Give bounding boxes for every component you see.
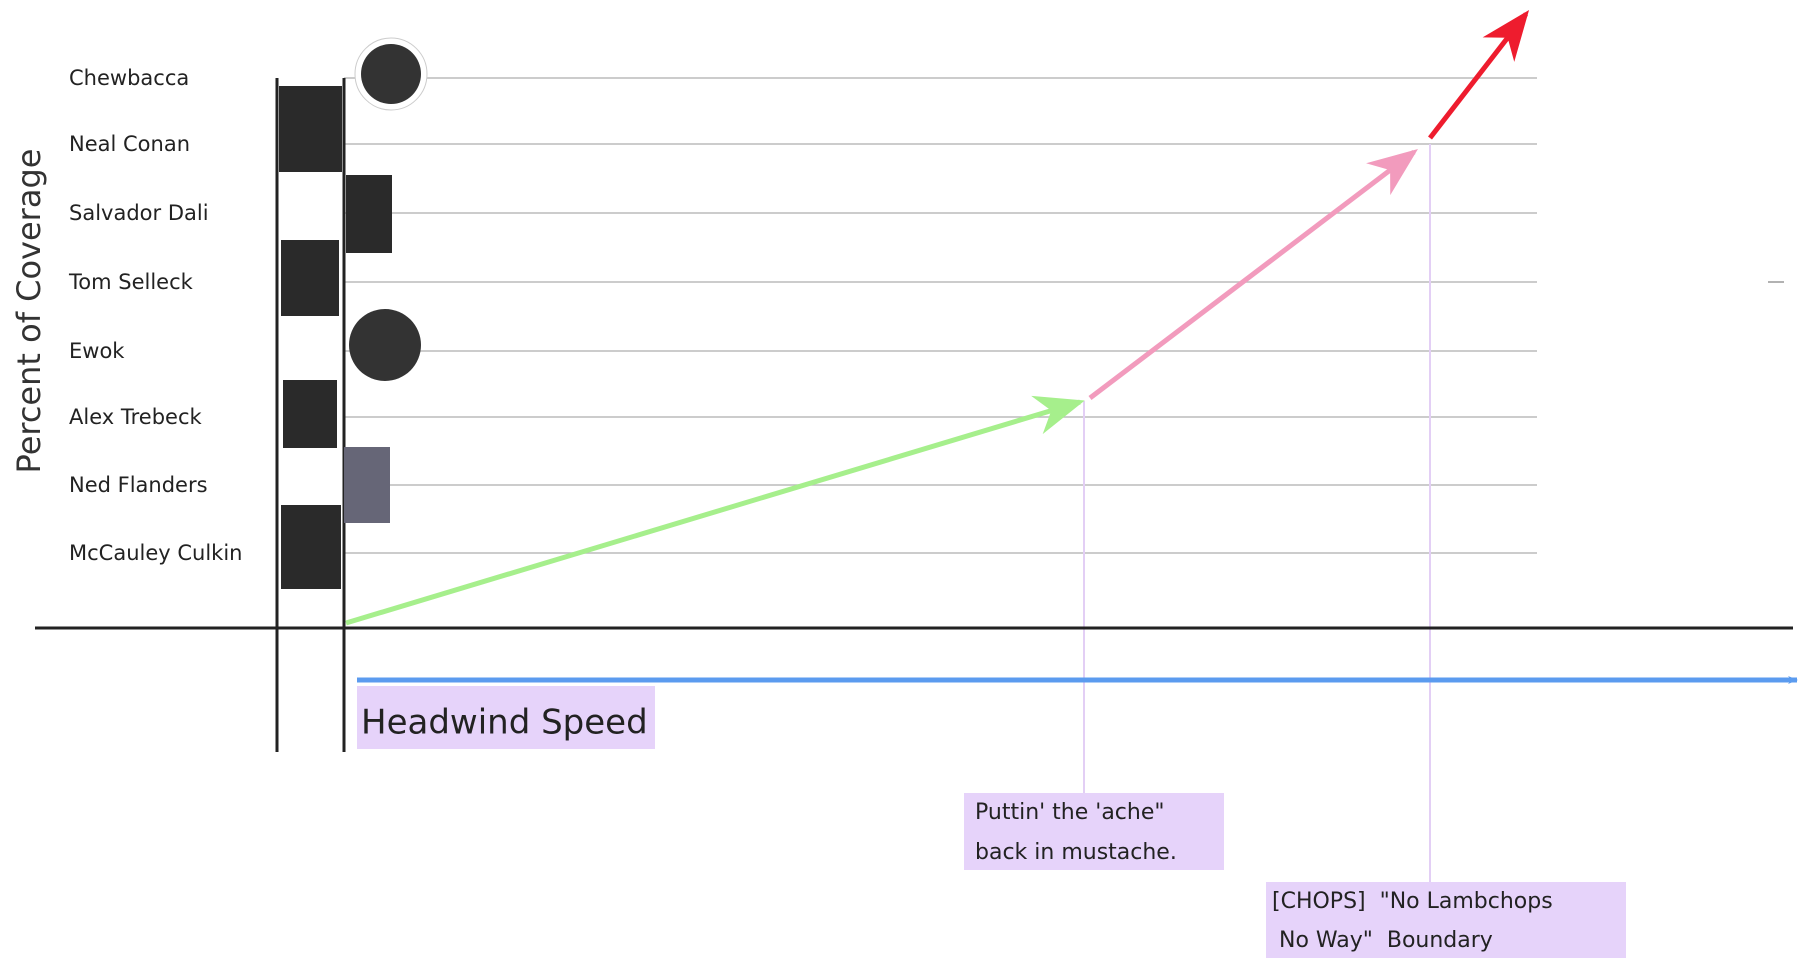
trend-arrow xyxy=(1090,152,1414,398)
row-label: Tom Selleck xyxy=(68,270,194,294)
row-label: Alex Trebeck xyxy=(69,405,202,429)
trend-arrow xyxy=(1430,14,1526,138)
annotation: No Way" Boundary xyxy=(1272,928,1493,953)
portraits xyxy=(279,38,427,589)
row-label: Neal Conan xyxy=(69,132,190,156)
grid xyxy=(344,78,1537,553)
row-label: Chewbacca xyxy=(69,66,189,90)
chart: Percent of Coverage Headwind Speed Putti… xyxy=(0,0,1805,958)
row-label: Ned Flanders xyxy=(69,473,208,497)
x-axis-label: Headwind Speed xyxy=(361,703,648,743)
row-label: McCauley Culkin xyxy=(69,541,242,565)
annotation: [CHOPS] "No Lambchops xyxy=(1272,889,1553,914)
row-label: Salvador Dali xyxy=(69,201,209,225)
y-axis-label: Percent of Coverage xyxy=(10,149,48,474)
annotation: Puttin' the 'ache" xyxy=(975,800,1165,825)
row-label: Ewok xyxy=(69,339,125,363)
annotation: back in mustache. xyxy=(975,840,1177,865)
trend-arrow xyxy=(346,402,1080,623)
